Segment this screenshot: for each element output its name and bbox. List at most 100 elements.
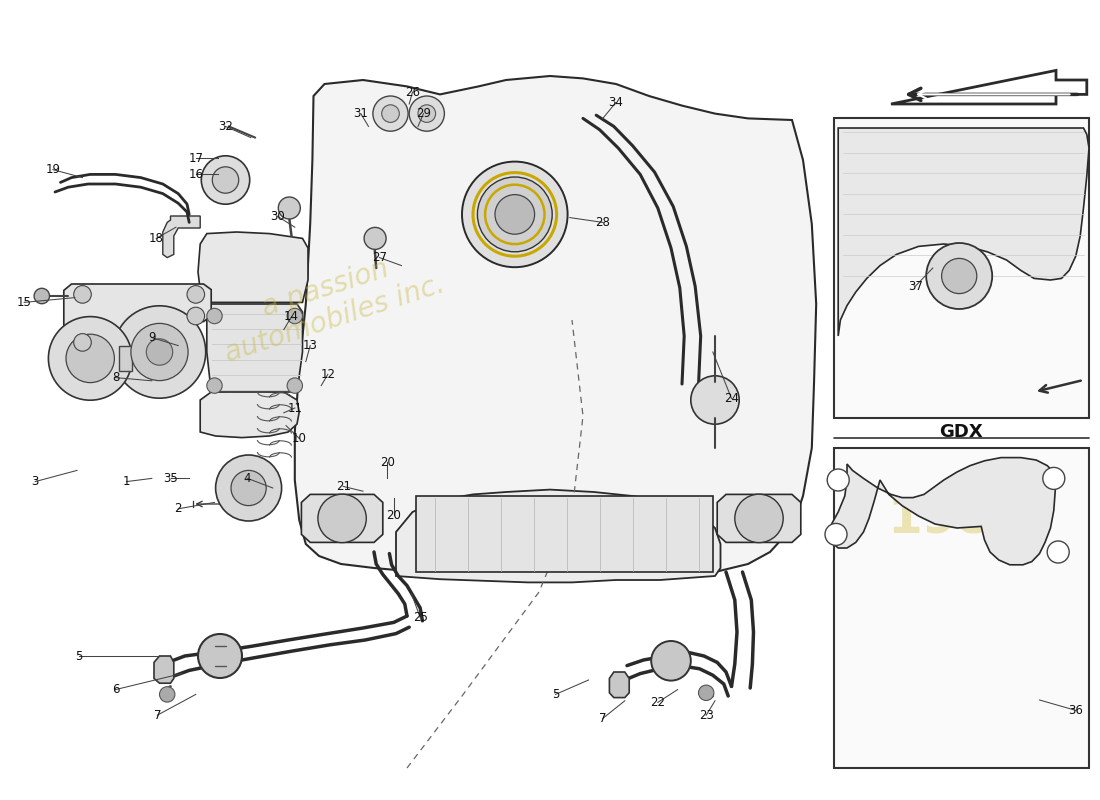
Circle shape [318, 494, 366, 542]
Polygon shape [717, 494, 801, 542]
Circle shape [651, 641, 691, 681]
Text: 31: 31 [353, 107, 369, 120]
Circle shape [187, 307, 205, 325]
Polygon shape [829, 458, 1056, 565]
Text: 20: 20 [379, 456, 395, 469]
Polygon shape [301, 494, 383, 542]
Text: a passion
automobiles inc.: a passion automobiles inc. [211, 240, 449, 368]
Polygon shape [416, 496, 713, 572]
Circle shape [113, 306, 206, 398]
Text: 7: 7 [154, 709, 161, 722]
Text: 35: 35 [163, 472, 178, 485]
Polygon shape [154, 656, 174, 683]
Circle shape [160, 686, 175, 702]
Text: 29: 29 [416, 107, 431, 120]
Polygon shape [119, 346, 132, 371]
Circle shape [207, 308, 222, 324]
Circle shape [942, 258, 977, 294]
Text: 19: 19 [45, 163, 60, 176]
Circle shape [74, 286, 91, 303]
Text: 18: 18 [148, 232, 164, 245]
Text: 5: 5 [76, 650, 82, 662]
Polygon shape [163, 216, 200, 258]
Circle shape [201, 156, 250, 204]
Bar [834, 448, 1089, 768]
Circle shape [691, 376, 739, 424]
Text: 24: 24 [724, 392, 739, 405]
Circle shape [364, 227, 386, 250]
Circle shape [198, 634, 242, 678]
Text: 11: 11 [287, 402, 303, 414]
Circle shape [131, 323, 188, 381]
Text: 23: 23 [698, 709, 714, 722]
Circle shape [827, 469, 849, 491]
Text: 13: 13 [302, 339, 318, 352]
Text: 9: 9 [148, 331, 155, 344]
Text: 27: 27 [372, 251, 387, 264]
Text: GDX: GDX [939, 423, 983, 441]
Circle shape [146, 338, 173, 365]
Text: 7: 7 [600, 712, 606, 725]
Text: 30: 30 [270, 210, 285, 222]
Text: 32: 32 [218, 120, 233, 133]
Text: 14: 14 [284, 310, 299, 323]
Polygon shape [838, 128, 1089, 336]
Polygon shape [396, 490, 720, 582]
Text: 4: 4 [244, 472, 251, 485]
Text: 2: 2 [175, 502, 182, 515]
Text: 26: 26 [405, 86, 420, 98]
Circle shape [34, 288, 50, 304]
Circle shape [287, 378, 303, 394]
Bar [834, 118, 1089, 418]
Circle shape [698, 685, 714, 701]
Polygon shape [891, 70, 1087, 104]
Circle shape [382, 105, 399, 122]
Text: 1986: 1986 [888, 496, 1026, 544]
Circle shape [418, 105, 436, 122]
Text: 22: 22 [650, 696, 666, 709]
Text: 34: 34 [608, 96, 624, 109]
Circle shape [216, 455, 282, 521]
Polygon shape [295, 76, 816, 576]
Text: 8: 8 [112, 371, 119, 384]
Circle shape [212, 166, 239, 194]
Circle shape [48, 317, 132, 400]
Text: 25: 25 [412, 611, 428, 624]
Text: 21: 21 [336, 480, 351, 493]
Text: 28: 28 [595, 216, 610, 229]
Text: 6: 6 [112, 683, 119, 696]
Text: 20: 20 [386, 509, 402, 522]
Polygon shape [207, 304, 302, 392]
Circle shape [409, 96, 444, 131]
Circle shape [462, 162, 568, 267]
Polygon shape [609, 672, 629, 698]
Text: 10: 10 [292, 432, 307, 445]
Circle shape [287, 308, 303, 324]
Text: 15: 15 [16, 296, 32, 309]
Text: 16: 16 [188, 168, 204, 181]
Text: 37: 37 [908, 280, 923, 293]
Circle shape [187, 286, 205, 303]
Text: 36: 36 [1068, 704, 1084, 717]
Circle shape [926, 243, 992, 309]
Text: 3: 3 [32, 475, 39, 488]
Circle shape [231, 470, 266, 506]
Circle shape [1043, 467, 1065, 490]
Circle shape [1047, 541, 1069, 563]
Circle shape [278, 197, 300, 219]
Circle shape [207, 378, 222, 394]
Circle shape [825, 523, 847, 546]
Circle shape [373, 96, 408, 131]
Text: 17: 17 [188, 152, 204, 165]
Circle shape [66, 334, 114, 382]
Circle shape [74, 334, 91, 351]
Text: 1: 1 [123, 475, 130, 488]
Circle shape [477, 177, 552, 252]
Circle shape [495, 194, 535, 234]
Text: 12: 12 [320, 368, 336, 381]
Polygon shape [200, 390, 299, 438]
Polygon shape [64, 284, 211, 352]
Polygon shape [198, 232, 308, 302]
Text: 5: 5 [552, 688, 559, 701]
Circle shape [735, 494, 783, 542]
